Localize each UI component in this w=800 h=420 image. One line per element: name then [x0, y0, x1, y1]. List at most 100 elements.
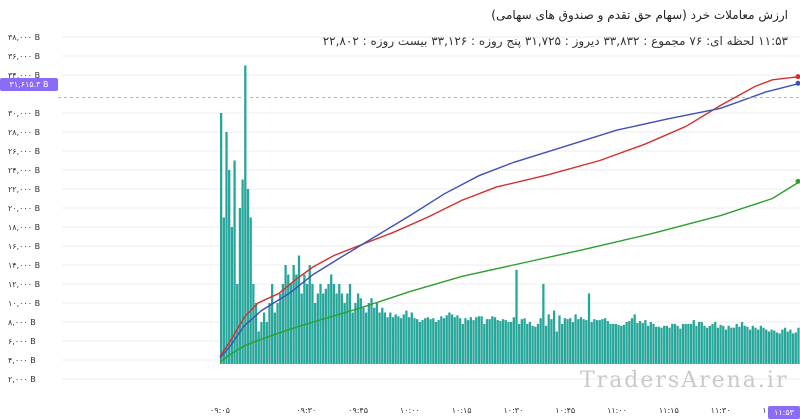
x-tick-label: ۱۱:۳۰ — [711, 406, 731, 415]
bar — [727, 325, 730, 364]
bar — [397, 316, 400, 364]
bar — [402, 314, 405, 364]
bar — [348, 284, 352, 364]
chart-info: ۱۱:۵۳ لحظه ای: ۷۶ مجموع : ۳۳,۸۳۲ دیروز :… — [322, 34, 788, 48]
chart-title: ارزش معاملات خرد (سهام حق تقدم و صندوق ه… — [491, 8, 788, 22]
bar — [373, 307, 376, 364]
bar — [501, 319, 505, 364]
series-line — [219, 75, 800, 357]
bar — [467, 320, 470, 364]
bar — [555, 331, 558, 364]
bar — [746, 326, 749, 364]
bar — [633, 314, 636, 364]
bar — [563, 318, 566, 364]
bar — [743, 325, 746, 364]
bar — [354, 303, 357, 364]
bar — [655, 326, 658, 364]
bar — [641, 322, 644, 364]
bar — [265, 322, 268, 364]
lines-group — [219, 74, 800, 363]
series-end-dot — [795, 80, 800, 86]
bar — [534, 326, 537, 364]
bar — [359, 298, 362, 364]
bar — [552, 310, 556, 364]
gridlines — [62, 36, 800, 380]
y-tick-label: ۳۰,۰۰۰ B — [8, 109, 40, 118]
bar — [295, 274, 298, 364]
bar — [475, 317, 478, 364]
y-tick-label: ۲۸,۰۰۰ B — [8, 128, 40, 137]
bar — [730, 327, 733, 364]
bar — [590, 322, 593, 364]
bar — [228, 170, 231, 364]
bar — [732, 327, 736, 364]
bar — [356, 293, 360, 364]
bar — [469, 317, 473, 364]
bar — [440, 316, 443, 364]
x-tick-label: ۰۹:۳۰ — [296, 406, 316, 415]
bar — [316, 293, 319, 364]
bar — [612, 323, 615, 364]
bar — [386, 317, 389, 364]
y-tick-label: ۲۰,۰۰۰ B — [8, 204, 40, 213]
y-tick-label: ۱۴,۰۰۰ B — [8, 261, 40, 270]
bar — [571, 322, 575, 364]
y-tick-label: ۲۶,۰۰۰ B — [8, 147, 40, 156]
bar — [638, 321, 642, 364]
bar — [794, 332, 797, 364]
bar — [284, 265, 287, 364]
y-tick-label: ۳۶,۰۰۰ B — [8, 52, 40, 61]
bars-group — [220, 65, 800, 364]
bar — [539, 318, 542, 364]
bar — [510, 322, 513, 364]
bar — [254, 303, 258, 364]
bar — [303, 274, 306, 364]
bar — [542, 284, 545, 364]
bar — [429, 319, 432, 364]
bar — [222, 217, 225, 364]
bar — [346, 293, 349, 364]
bar — [695, 325, 698, 364]
bar — [738, 326, 741, 364]
bar — [230, 227, 234, 364]
bar — [426, 317, 430, 364]
bar — [365, 312, 368, 364]
bar — [762, 327, 765, 364]
y-tick-label: ۸,۰۰۰ B — [8, 318, 36, 327]
bar — [786, 331, 789, 364]
bar — [703, 325, 706, 364]
bar — [735, 323, 738, 364]
bar — [722, 325, 725, 364]
bar — [324, 288, 328, 364]
bar — [531, 325, 534, 364]
bar — [649, 322, 652, 364]
bar — [378, 312, 381, 364]
bar — [330, 274, 333, 364]
bar — [410, 312, 413, 364]
y-tick-label: ۲۲,۰۰۰ B — [8, 185, 40, 194]
y-tick-label: ۱۲,۰۰۰ B — [8, 280, 40, 289]
bar — [526, 323, 529, 364]
series-line — [219, 82, 800, 359]
y-tick-label: ۳۴,۰۰۰ B — [8, 71, 40, 80]
bar — [714, 322, 717, 364]
bar — [458, 318, 462, 364]
bar — [595, 320, 599, 364]
bar — [279, 293, 282, 364]
bar — [520, 319, 524, 364]
bar — [442, 318, 446, 364]
bar — [340, 293, 344, 364]
bar — [268, 303, 271, 364]
bar — [381, 307, 384, 364]
bar — [281, 284, 285, 364]
bar — [327, 284, 330, 364]
bar — [399, 318, 403, 364]
bar — [504, 320, 507, 364]
x-axis: ۰۹:۰۵ ۰۹:۳۰ ۰۹:۴۵ ۱۰:۰۰ ۱۰:۱۵ ۱۰:۳۰ ۱۰:۴۵ ۱۱:۰۰… — [210, 406, 782, 415]
x-tick-label: ۰۹:۰۵ — [210, 406, 230, 415]
bar — [480, 316, 483, 364]
bar — [561, 323, 564, 364]
bar — [491, 316, 494, 364]
bar — [483, 323, 486, 364]
x-tick-label: ۱۱:۰۰ — [607, 406, 627, 415]
